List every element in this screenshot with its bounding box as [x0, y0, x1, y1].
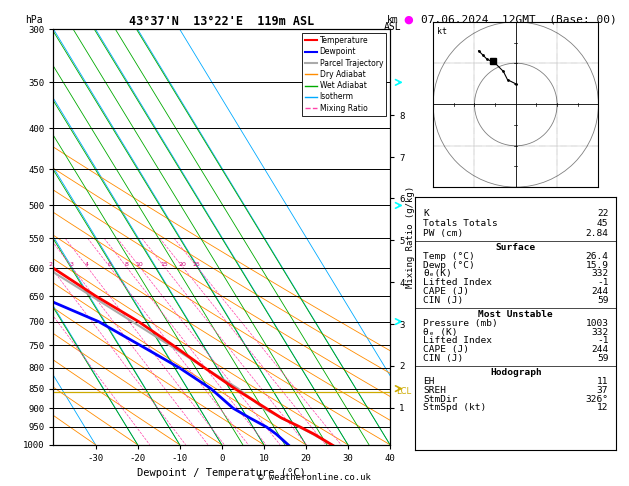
Text: -1: -1	[597, 278, 608, 287]
Text: 22: 22	[597, 209, 608, 218]
Text: 4: 4	[85, 261, 89, 267]
Text: θₑ(K): θₑ(K)	[423, 269, 452, 278]
Text: CAPE (J): CAPE (J)	[423, 345, 469, 354]
Text: Temp (°C): Temp (°C)	[423, 252, 475, 260]
Text: θₑ (K): θₑ (K)	[423, 328, 458, 336]
Text: 37: 37	[597, 386, 608, 395]
Text: 6: 6	[108, 261, 111, 267]
Text: 332: 332	[591, 328, 608, 336]
Text: © weatheronline.co.uk: © weatheronline.co.uk	[258, 473, 371, 482]
Text: StmSpd (kt): StmSpd (kt)	[423, 403, 486, 412]
Text: Most Unstable: Most Unstable	[479, 310, 553, 319]
Y-axis label: Mixing Ratio (g/kg): Mixing Ratio (g/kg)	[406, 186, 415, 288]
Text: Surface: Surface	[496, 243, 536, 252]
Text: Lifted Index: Lifted Index	[423, 278, 492, 287]
Text: 43°37'N  13°22'E  119m ASL: 43°37'N 13°22'E 119m ASL	[129, 15, 314, 28]
Text: 45: 45	[597, 219, 608, 228]
Text: 326°: 326°	[586, 395, 608, 403]
Text: 244: 244	[591, 345, 608, 354]
Text: 15: 15	[160, 261, 168, 267]
Text: 244: 244	[591, 287, 608, 296]
Text: 59: 59	[597, 354, 608, 363]
Text: CIN (J): CIN (J)	[423, 354, 464, 363]
Text: 25: 25	[193, 261, 201, 267]
Text: Dewp (°C): Dewp (°C)	[423, 260, 475, 270]
Text: km: km	[387, 15, 399, 25]
X-axis label: Dewpoint / Temperature (°C): Dewpoint / Temperature (°C)	[137, 469, 306, 478]
Text: 07.06.2024  12GMT  (Base: 00): 07.06.2024 12GMT (Base: 00)	[421, 15, 617, 25]
Text: ASL: ASL	[384, 22, 402, 32]
Text: 59: 59	[597, 296, 608, 305]
Text: kt: kt	[437, 27, 447, 36]
Text: 12: 12	[597, 403, 608, 412]
Text: K: K	[423, 209, 429, 218]
Text: 3: 3	[69, 261, 74, 267]
Text: Lifted Index: Lifted Index	[423, 336, 492, 346]
Legend: Temperature, Dewpoint, Parcel Trajectory, Dry Adiabat, Wet Adiabat, Isotherm, Mi: Temperature, Dewpoint, Parcel Trajectory…	[302, 33, 386, 116]
Text: 2: 2	[48, 261, 52, 267]
Text: CAPE (J): CAPE (J)	[423, 287, 469, 296]
Text: CIN (J): CIN (J)	[423, 296, 464, 305]
Text: SREH: SREH	[423, 386, 446, 395]
Text: Pressure (mb): Pressure (mb)	[423, 319, 498, 328]
Text: 8: 8	[125, 261, 128, 267]
Text: EH: EH	[423, 377, 435, 386]
Text: 2.84: 2.84	[586, 229, 608, 238]
Text: 26.4: 26.4	[586, 252, 608, 260]
Text: Hodograph: Hodograph	[490, 368, 542, 377]
Text: 11: 11	[597, 377, 608, 386]
Text: LCL: LCL	[396, 387, 411, 396]
Text: hPa: hPa	[25, 15, 43, 25]
Text: StmDir: StmDir	[423, 395, 458, 403]
Text: 20: 20	[179, 261, 186, 267]
Text: -1: -1	[597, 336, 608, 346]
Text: 10: 10	[136, 261, 143, 267]
Text: 332: 332	[591, 269, 608, 278]
Text: 1003: 1003	[586, 319, 608, 328]
Text: Totals Totals: Totals Totals	[423, 219, 498, 228]
Text: 15.9: 15.9	[586, 260, 608, 270]
Text: PW (cm): PW (cm)	[423, 229, 464, 238]
Text: ●: ●	[403, 15, 413, 25]
